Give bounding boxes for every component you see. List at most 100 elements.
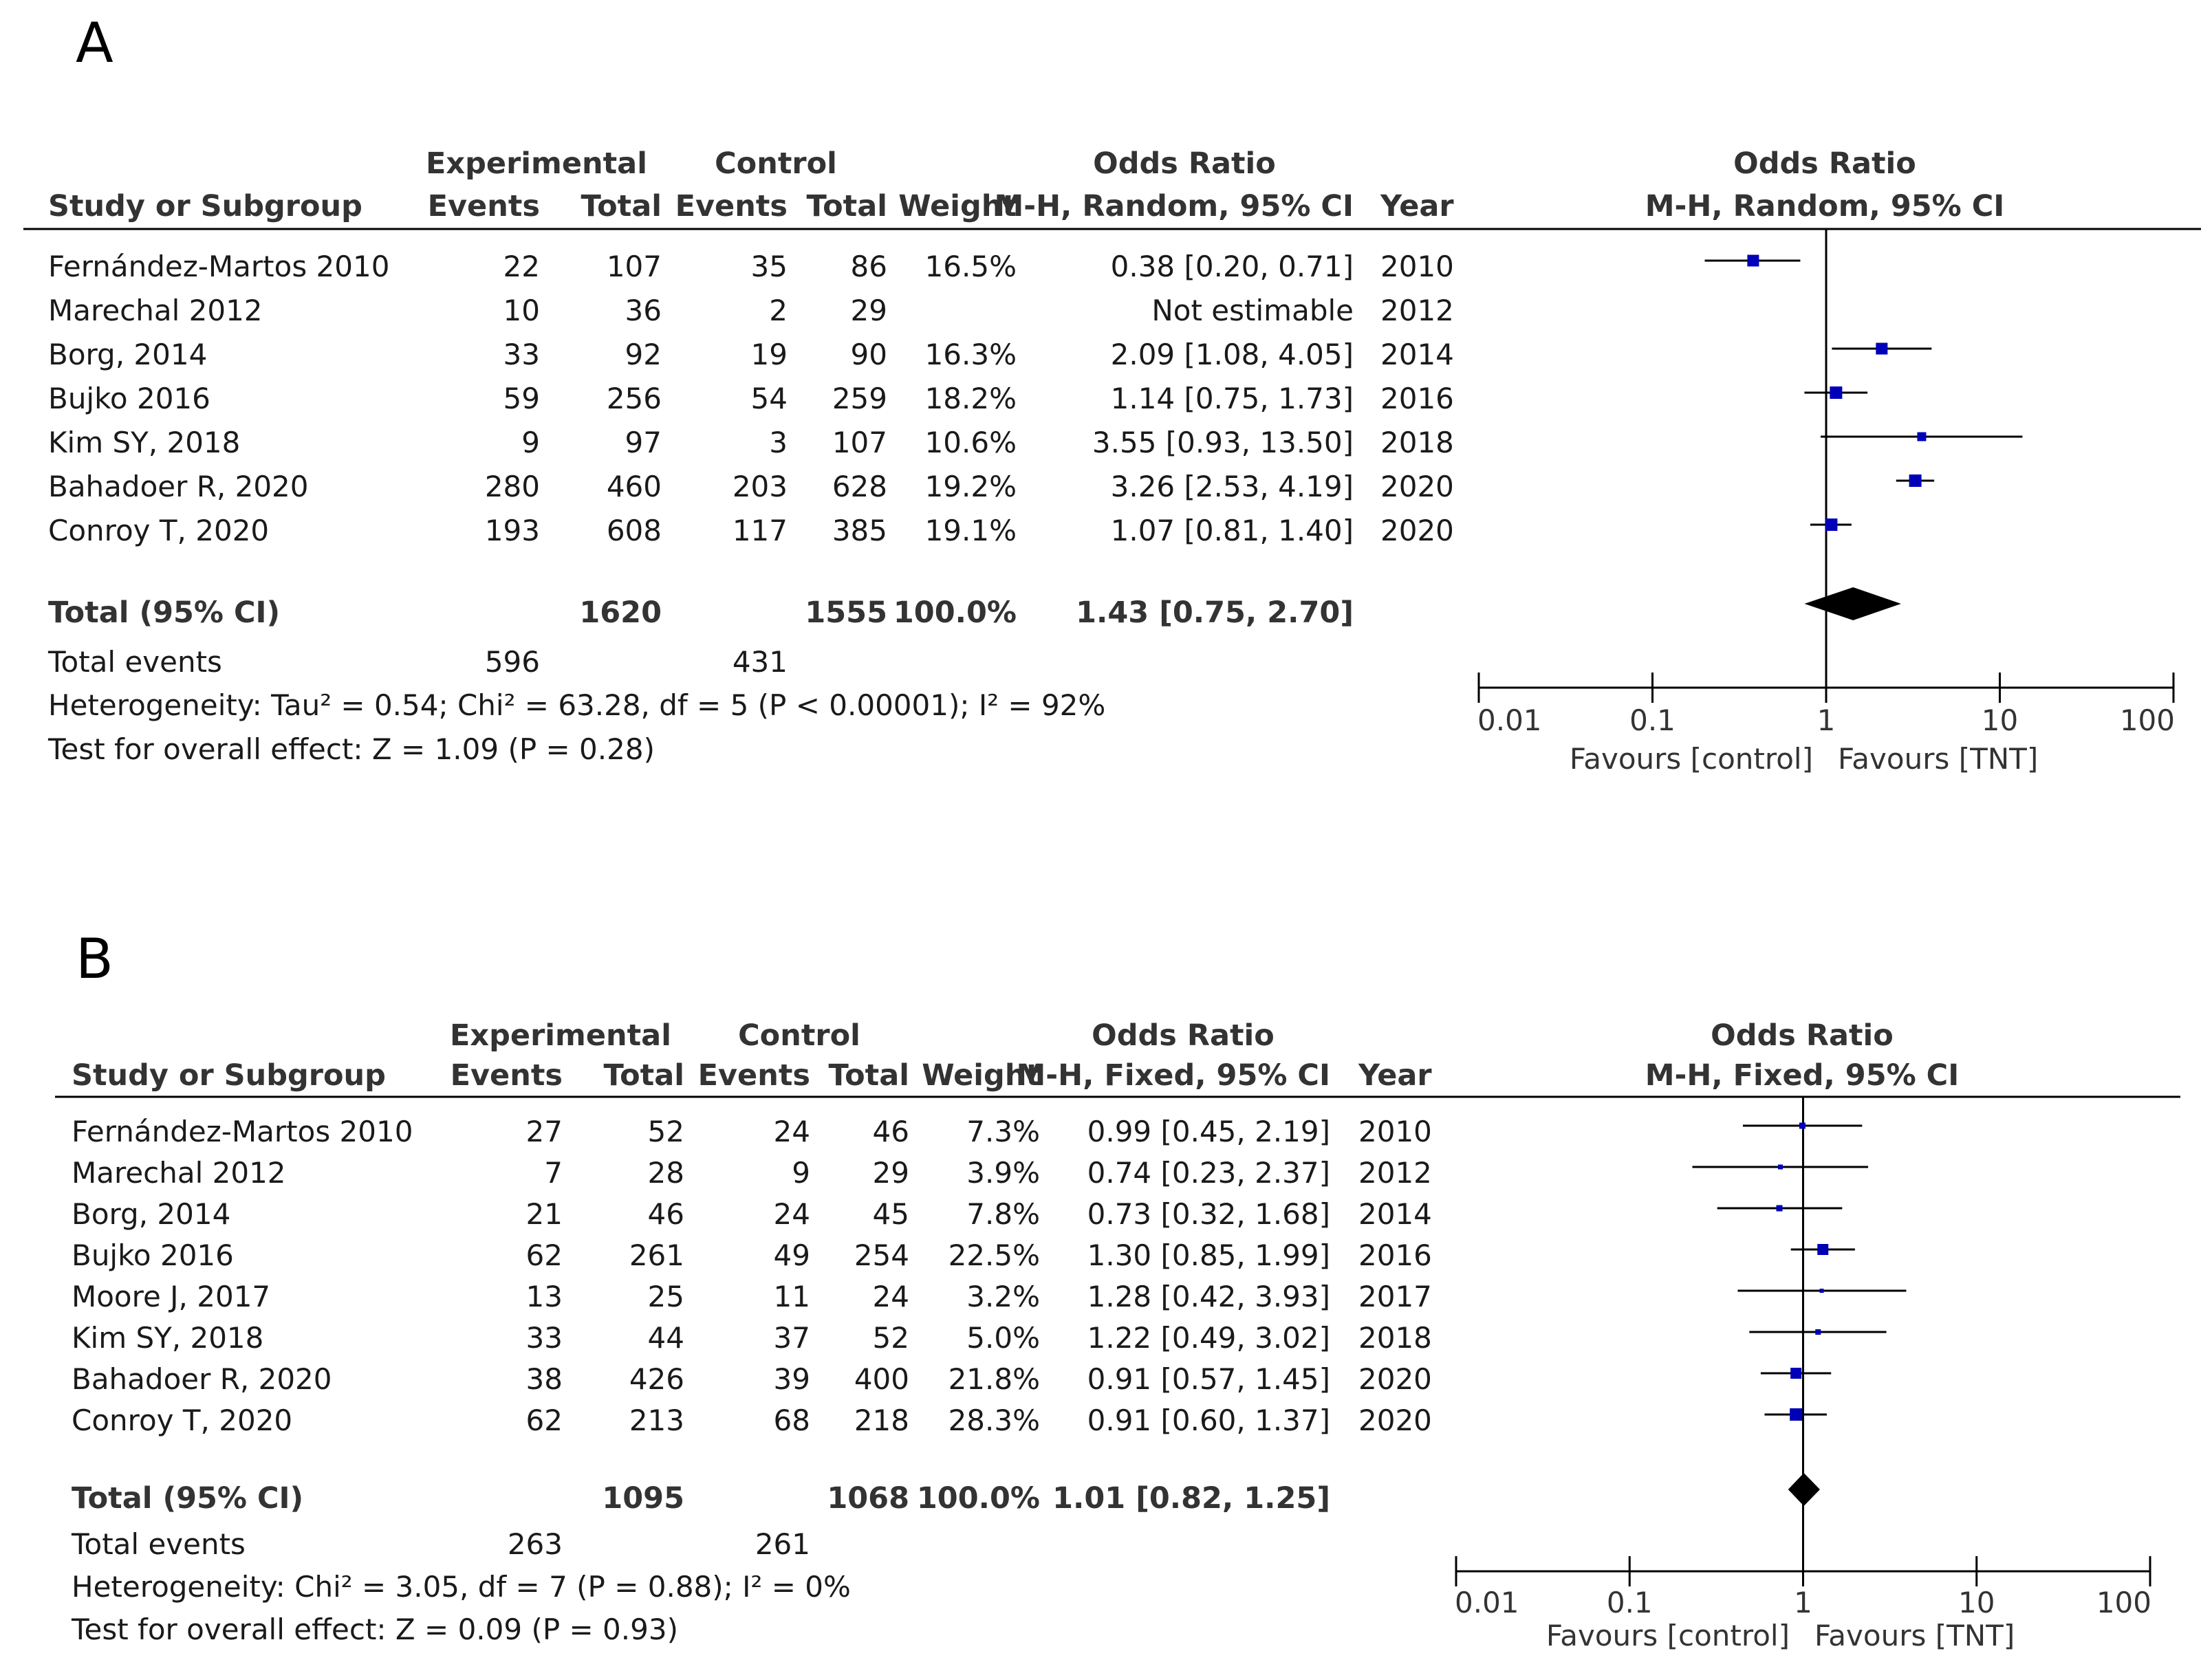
exp-total-value: 52 — [648, 1115, 684, 1148]
point-estimate-marker — [1776, 1205, 1783, 1212]
study-name: Borg, 2014 — [48, 338, 207, 371]
exp-total-value: 261 — [629, 1238, 684, 1272]
x-tick-label: 10 — [1982, 703, 2018, 737]
point-estimate-marker — [1876, 342, 1888, 355]
study-name: Marechal 2012 — [72, 1156, 286, 1190]
study-row: Fernández-Martos 2010 22 107 35 86 16.5% 0.38 … — [48, 250, 1801, 283]
panel-label: B — [76, 927, 113, 991]
study-name: Moore J, 2017 — [72, 1280, 270, 1313]
study-row: Kim SY, 2018 9 97 3 107 10.6% 3.55 [0.93, 13.5… — [48, 426, 2023, 459]
study-row: Bahadoer R, 2020 280 460 203 628 19.2% 3.26 [2… — [48, 470, 1935, 503]
ctl-total-value: 107 — [832, 426, 887, 459]
study-column-header: Study or Subgroup — [48, 189, 362, 223]
total-events-exp: 263 — [508, 1527, 563, 1561]
weight-header: Weight — [922, 1058, 1040, 1093]
ctl-total-value: 218 — [854, 1404, 909, 1437]
odds-ratio-plot-header: Odds Ratio — [1711, 1018, 1894, 1053]
plot-method-header: M-H, Random, 95% CI — [1645, 189, 2005, 223]
ctl-total-header: Total — [807, 189, 887, 223]
weight-value: 19.2% — [925, 470, 1017, 503]
point-estimate-marker — [1799, 1122, 1806, 1129]
exp-total-value: 213 — [629, 1404, 684, 1437]
total-weight: 100.0% — [893, 596, 1017, 630]
study-row: Marechal 2012 7 28 9 29 3.9% 0.74 [0.23, 2.37]… — [72, 1156, 1869, 1190]
study-name: Borg, 2014 — [72, 1197, 230, 1231]
ctl-total-value: 29 — [873, 1156, 909, 1190]
year-value: 2010 — [1380, 250, 1454, 283]
odds-ratio-ci-value: 0.99 [0.45, 2.19] — [1087, 1115, 1330, 1148]
forest-panel-a: A Experimental Control Odds Ratio Odds Ratio… — [23, 11, 2201, 776]
odds-ratio-ci-value: 0.91 [0.60, 1.37] — [1087, 1404, 1330, 1437]
ctl-total-value: 385 — [832, 514, 887, 547]
ctl-events-value: 19 — [751, 338, 788, 371]
exp-total-value: 426 — [629, 1362, 684, 1396]
ctl-total-header: Total — [829, 1058, 909, 1093]
odds-ratio-ci-value: 3.26 [2.53, 4.19] — [1111, 470, 1354, 503]
ctl-events-value: 9 — [792, 1156, 810, 1190]
study-row: Borg, 2014 33 92 19 90 16.3% 2.09 [1.08, 4.05]… — [48, 338, 1932, 371]
study-name: Fernández-Martos 2010 — [72, 1115, 413, 1148]
point-estimate-marker — [1790, 1408, 1803, 1421]
odds-ratio-ci-value: 1.28 [0.42, 3.93] — [1087, 1280, 1330, 1313]
exp-total-header: Total — [581, 189, 662, 223]
year-value: 2020 — [1380, 470, 1454, 503]
ctl-total-value: 29 — [851, 294, 887, 327]
total-ctl-total: 1555 — [805, 596, 887, 630]
odds-ratio-ci-value: 0.38 [0.20, 0.71] — [1111, 250, 1354, 283]
study-column-header: Study or Subgroup — [72, 1058, 386, 1093]
heterogeneity-text: Heterogeneity: Chi² = 3.05, df = 7 (P = … — [72, 1570, 851, 1604]
point-estimate-marker — [1747, 254, 1759, 267]
exp-total-value: 97 — [625, 426, 662, 459]
study-row: Fernández-Martos 2010 27 52 24 46 7.3% 0.99 [0… — [72, 1115, 1863, 1148]
exp-events-value: 62 — [526, 1238, 563, 1272]
control-group-header: Control — [738, 1018, 860, 1053]
total-weight: 100.0% — [917, 1481, 1040, 1516]
weight-value: 16.5% — [925, 250, 1017, 283]
total-odds-ratio-ci: 1.43 [0.75, 2.70] — [1076, 596, 1354, 630]
ctl-events-value: 3 — [769, 426, 788, 459]
year-value: 2014 — [1358, 1197, 1432, 1231]
ctl-events-value: 49 — [774, 1238, 810, 1272]
exp-total-value: 25 — [648, 1280, 684, 1313]
ctl-events-header: Events — [675, 189, 788, 223]
exp-total-value: 256 — [607, 382, 662, 415]
study-name: Bujko 2016 — [72, 1238, 234, 1272]
experimental-group-header: Experimental — [426, 146, 647, 181]
year-value: 2018 — [1358, 1321, 1432, 1355]
study-row: Borg, 2014 21 46 24 45 7.8% 0.73 [0.32, 1.68] 2… — [72, 1197, 1843, 1231]
ctl-events-value: 68 — [774, 1404, 810, 1437]
favours-tnt-label: Favours [TNT] — [1814, 1619, 2015, 1652]
point-estimate-marker — [1830, 386, 1843, 399]
weight-value: 10.6% — [925, 426, 1017, 459]
exp-events-value: 10 — [503, 294, 540, 327]
year-value: 2017 — [1358, 1280, 1432, 1313]
exp-events-value: 193 — [485, 514, 540, 547]
study-name: Conroy T, 2020 — [72, 1404, 292, 1437]
total-events-ctl: 431 — [733, 645, 788, 679]
total-events-label: Total events — [71, 1527, 246, 1561]
x-tick-label: 0.01 — [1455, 1586, 1519, 1619]
study-name: Kim SY, 2018 — [72, 1321, 263, 1355]
year-value: 2012 — [1358, 1156, 1432, 1190]
x-tick-label: 100 — [2096, 1586, 2151, 1619]
ctl-events-header: Events — [698, 1058, 810, 1093]
ctl-total-value: 628 — [832, 470, 887, 503]
exp-total-value: 92 — [625, 338, 662, 371]
study-name: Bahadoer R, 2020 — [48, 470, 309, 503]
exp-events-value: 280 — [485, 470, 540, 503]
total-events-ctl: 261 — [755, 1527, 810, 1561]
study-row: Conroy T, 2020 62 213 68 218 28.3% 0.91 [0.60,… — [72, 1404, 1827, 1437]
odds-ratio-ci-value: 1.14 [0.75, 1.73] — [1111, 382, 1354, 415]
exp-events-value: 9 — [521, 426, 540, 459]
study-row: Conroy T, 2020 193 608 117 385 19.1% 1.07 [0.8… — [48, 514, 1852, 547]
study-name: Marechal 2012 — [48, 294, 263, 327]
total-label: Total (95% CI) — [48, 596, 280, 630]
weight-value: 18.2% — [925, 382, 1017, 415]
odds-ratio-ci-value: 0.73 [0.32, 1.68] — [1087, 1197, 1330, 1231]
exp-total-value: 608 — [607, 514, 662, 547]
total-exp-total: 1095 — [602, 1481, 684, 1516]
ctl-total-value: 86 — [851, 250, 887, 283]
study-name: Kim SY, 2018 — [48, 426, 240, 459]
x-tick-label: 0.01 — [1477, 703, 1542, 737]
